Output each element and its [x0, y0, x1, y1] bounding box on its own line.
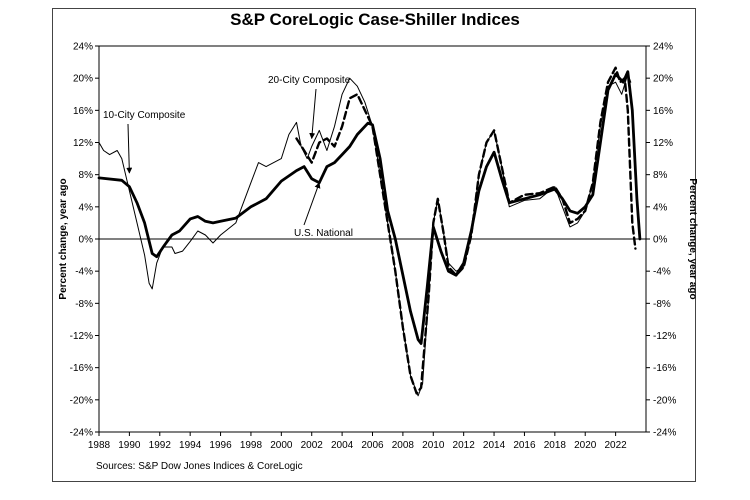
y-tick-label-left: 16% — [73, 106, 93, 117]
y-tick-label-left: 0% — [79, 235, 94, 246]
annotation-layer: 10-City Composite 20-City Composite U.S. N… — [103, 75, 353, 239]
y-axis-label-left: Percent change, year ago — [58, 178, 69, 299]
annotation-label: U.S. National — [294, 228, 353, 239]
y-tick-label-right: -12% — [653, 331, 676, 342]
x-tick-label: 2020 — [574, 440, 597, 451]
y-tick-label-left: 8% — [79, 170, 94, 181]
y-tick-label-left: 24% — [73, 42, 93, 53]
y-tick-label-right: -20% — [653, 395, 676, 406]
y-tick-label-right: -16% — [653, 363, 676, 374]
x-tick-label: 2018 — [544, 440, 567, 451]
x-tick-label: 1992 — [149, 440, 172, 451]
y-tick-label-right: -4% — [653, 267, 671, 278]
y-tick-label-right: 8% — [653, 170, 668, 181]
y-tick-label-right: 0% — [653, 235, 668, 246]
y-tick-label-left: -16% — [70, 363, 93, 374]
y-tick-label-left: 20% — [73, 74, 93, 85]
y-tick-label-left: -4% — [75, 267, 93, 278]
y-tick-label-right: 12% — [653, 138, 673, 149]
x-tick-label: 2002 — [301, 440, 324, 451]
x-tick-label: 1988 — [88, 440, 111, 451]
y-axis-label-right: Percent change, year ago — [687, 178, 698, 299]
y-tick-label-left: -24% — [70, 428, 93, 439]
annotation-label: 20-City Composite — [268, 75, 351, 86]
series-layer — [97, 66, 642, 397]
x-tick-label: 2006 — [361, 440, 384, 451]
x-tick-label: 2010 — [422, 440, 445, 451]
x-tick-label: 1990 — [118, 440, 141, 451]
y-tick-label-right: 4% — [653, 202, 668, 213]
y-tick-label-right: -8% — [653, 299, 671, 310]
annotation-arrow — [303, 182, 321, 226]
series-line-u-s-national — [97, 70, 642, 345]
annotation-label: 10-City Composite — [103, 110, 186, 121]
chart-title: S&P CoreLogic Case-Shiller Indices — [230, 10, 520, 29]
x-tick-label: 2008 — [392, 440, 415, 451]
annotation-arrow — [309, 88, 317, 140]
x-tick-label: 2016 — [513, 440, 536, 451]
x-tick-label: 2000 — [270, 440, 293, 451]
y-tick-label-left: -8% — [75, 299, 93, 310]
y-tick-label-right: 24% — [653, 42, 673, 53]
x-tick-label: 1998 — [240, 440, 263, 451]
chart-frame — [52, 8, 696, 482]
annotation-arrow — [126, 123, 133, 174]
chart-source: Sources: S&P Dow Jones Indices & CoreLog… — [96, 461, 303, 472]
y-tick-label-left: -20% — [70, 395, 93, 406]
series-line-10-city-composite — [98, 73, 632, 397]
chart-axes: -24% -24% -20% -20% -16% -16% -12% -12% -8% -8% -4… — [70, 42, 677, 452]
y-tick-label-right: 20% — [653, 74, 673, 85]
x-tick-label: 2022 — [604, 440, 627, 451]
y-tick-label-left: -12% — [70, 331, 93, 342]
x-tick-label: 2012 — [453, 440, 476, 451]
x-tick-label: 1996 — [209, 440, 232, 451]
y-tick-label-right: -24% — [653, 428, 676, 439]
x-tick-label: 1994 — [179, 440, 202, 451]
y-tick-label-left: 4% — [79, 202, 94, 213]
x-tick-label: 2004 — [331, 440, 354, 451]
series-line-20-city-composite — [295, 66, 637, 395]
y-tick-label-left: 12% — [73, 138, 93, 149]
x-tick-label: 2014 — [483, 440, 506, 451]
y-tick-label-right: 16% — [653, 106, 673, 117]
